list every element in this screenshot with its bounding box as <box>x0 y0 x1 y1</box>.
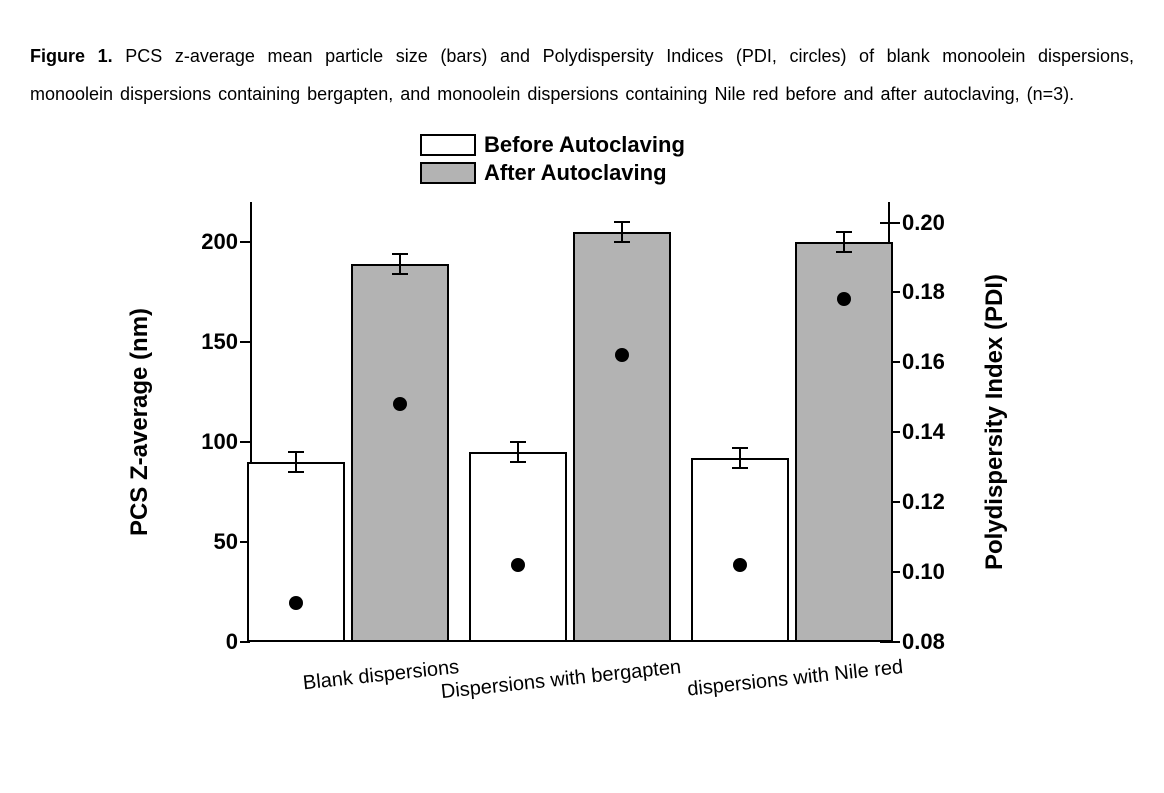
legend-item-before: Before Autoclaving <box>420 132 685 158</box>
legend-swatch-before <box>420 134 476 156</box>
legend-item-after: After Autoclaving <box>420 160 685 186</box>
pdi-marker <box>733 558 747 572</box>
y-right-axis-title: Polydispersity Index (PDI) <box>981 274 1009 570</box>
y-left-axis-title: PCS Z-average (nm) <box>126 308 154 536</box>
y-right-tick-label: 0.08 <box>902 629 962 655</box>
page-root: Figure 1. PCS z-average mean particle si… <box>0 0 1164 793</box>
y-right-tick-label: 0.18 <box>902 279 962 305</box>
y-left-tick <box>240 341 250 343</box>
y-left-tick <box>240 241 250 243</box>
x-axis-line <box>250 640 890 642</box>
y-right-tick-label: 0.16 <box>902 349 962 375</box>
y-left-tick <box>240 441 250 443</box>
chart-container: Before Autoclaving After Autoclaving PCS… <box>30 132 1134 732</box>
legend-label-before: Before Autoclaving <box>484 132 685 158</box>
y-left-tick-label: 0 <box>178 629 238 655</box>
y-right-tick-inner <box>880 222 890 224</box>
pdi-marker <box>289 596 303 610</box>
y-left-tick-label: 50 <box>178 529 238 555</box>
y-right-tick <box>890 222 900 224</box>
x-category-label: Blank dispersions <box>199 656 460 706</box>
plot-area: 0501001502000.080.100.120.140.160.180.20… <box>250 202 890 642</box>
x-category-label: dispersions with Nile red <box>643 656 904 706</box>
y-left-tick-label: 200 <box>178 229 238 255</box>
bar-after <box>351 264 449 642</box>
legend-swatch-after <box>420 162 476 184</box>
legend-label-after: After Autoclaving <box>484 160 667 186</box>
figure-caption: Figure 1. PCS z-average mean particle si… <box>30 38 1134 114</box>
pdi-marker <box>511 558 525 572</box>
y-right-tick-label: 0.20 <box>902 210 962 236</box>
y-right-tick-label: 0.10 <box>902 559 962 585</box>
pdi-marker <box>615 348 629 362</box>
pdi-marker <box>837 292 851 306</box>
pdi-marker <box>393 397 407 411</box>
chart-legend: Before Autoclaving After Autoclaving <box>420 132 685 188</box>
figure-label: Figure 1. <box>30 46 113 66</box>
bar-after <box>573 232 671 642</box>
y-right-tick-label: 0.12 <box>902 489 962 515</box>
bar-before <box>691 458 789 642</box>
figure-caption-text: PCS z-average mean particle size (bars) … <box>30 46 1134 104</box>
y-left-tick-label: 150 <box>178 329 238 355</box>
bar-before <box>247 462 345 642</box>
y-left-tick-label: 100 <box>178 429 238 455</box>
bar-before <box>469 452 567 642</box>
y-right-tick-label: 0.14 <box>902 419 962 445</box>
x-category-label: Dispersions with bergapten <box>421 656 682 706</box>
